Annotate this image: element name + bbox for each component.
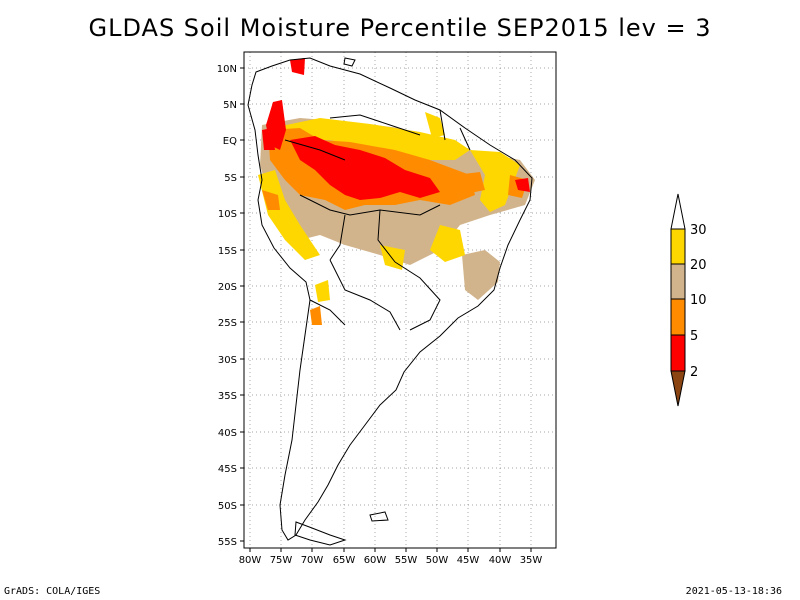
country-borders bbox=[284, 109, 471, 331]
colorbar-label: 10 bbox=[690, 293, 707, 308]
colorbar-label: 5 bbox=[690, 329, 698, 344]
lat-label: 30S bbox=[218, 355, 237, 366]
region-tan-east bbox=[462, 250, 500, 300]
colorbar-lt2 bbox=[670, 370, 686, 407]
map-title: GLDAS Soil Moisture Percentile SEP2015 l… bbox=[88, 14, 712, 42]
coastlines bbox=[247, 57, 533, 546]
colorbar-5to10 bbox=[670, 298, 686, 336]
region-yellow-patch1 bbox=[315, 280, 330, 302]
lat-label: 5S bbox=[224, 173, 237, 184]
lon-ticks bbox=[249, 548, 532, 552]
lat-label: 40S bbox=[218, 428, 237, 439]
lon-label: 50W bbox=[426, 555, 449, 566]
footer-timestamp: 2021-05-13-18:36 bbox=[685, 586, 782, 597]
footer-credit: GrADS: COLA/IGES bbox=[4, 586, 101, 597]
region-yellow-north bbox=[272, 118, 470, 160]
map-border bbox=[243, 51, 557, 549]
colorbar-10to20 bbox=[670, 263, 686, 300]
falklands bbox=[369, 511, 389, 522]
lat-label: EQ bbox=[223, 136, 237, 147]
lon-label: 45W bbox=[457, 555, 480, 566]
region-red-north bbox=[262, 128, 275, 150]
lon-label: 80W bbox=[239, 555, 262, 566]
lat-label: 35S bbox=[218, 391, 237, 402]
south-america-outline bbox=[247, 57, 533, 541]
region-yellow-guianas bbox=[425, 112, 445, 138]
tierra-del-fuego bbox=[294, 521, 347, 546]
lon-labels: 80W 75W 70W 65W 60W 55W 50W 45W 40W 35W bbox=[239, 555, 543, 566]
colorbar bbox=[670, 193, 686, 407]
lat-label: 10S bbox=[218, 209, 237, 220]
lat-label: 20S bbox=[218, 282, 237, 293]
region-red-east bbox=[515, 178, 530, 192]
lon-label: 65W bbox=[333, 555, 356, 566]
region-orange-4 bbox=[310, 306, 322, 325]
colorbar-label: 30 bbox=[690, 223, 707, 238]
colorbar-labels: 30 20 10 5 2 bbox=[690, 223, 707, 380]
region-yellow-west bbox=[258, 170, 320, 260]
lat-labels: 10N 5N EQ 5S 10S 15S 20S 25S 30S 35S 40S… bbox=[217, 64, 237, 548]
lon-label: 35W bbox=[520, 555, 543, 566]
colorbar-label: 20 bbox=[690, 258, 707, 273]
lat-label: 45S bbox=[218, 464, 237, 475]
lat-label: 15S bbox=[218, 246, 237, 257]
lon-label: 75W bbox=[270, 555, 293, 566]
lat-label: 55S bbox=[218, 537, 237, 548]
lon-label: 40W bbox=[489, 555, 512, 566]
lon-label: 55W bbox=[395, 555, 418, 566]
colorbar-20to30 bbox=[670, 228, 686, 265]
region-red-coast bbox=[290, 58, 305, 75]
colorbar-gt30 bbox=[670, 193, 686, 230]
region-yellow-east bbox=[470, 150, 520, 212]
lon-label: 70W bbox=[301, 555, 324, 566]
colorbar-label: 2 bbox=[690, 365, 698, 380]
region-orange-2 bbox=[455, 172, 485, 195]
trinidad bbox=[343, 57, 356, 67]
lat-ticks bbox=[240, 67, 244, 542]
lat-label: 10N bbox=[217, 64, 237, 75]
lat-label: 5N bbox=[223, 100, 237, 111]
lat-label: 25S bbox=[218, 318, 237, 329]
region-orange-3 bbox=[262, 190, 280, 210]
region-yellow-south bbox=[430, 225, 465, 262]
lon-label: 60W bbox=[364, 555, 387, 566]
colorbar-2to5 bbox=[670, 334, 686, 372]
region-red-amazon bbox=[290, 136, 440, 200]
soil-moisture-shading bbox=[258, 58, 535, 325]
lat-label: 50S bbox=[218, 501, 237, 512]
